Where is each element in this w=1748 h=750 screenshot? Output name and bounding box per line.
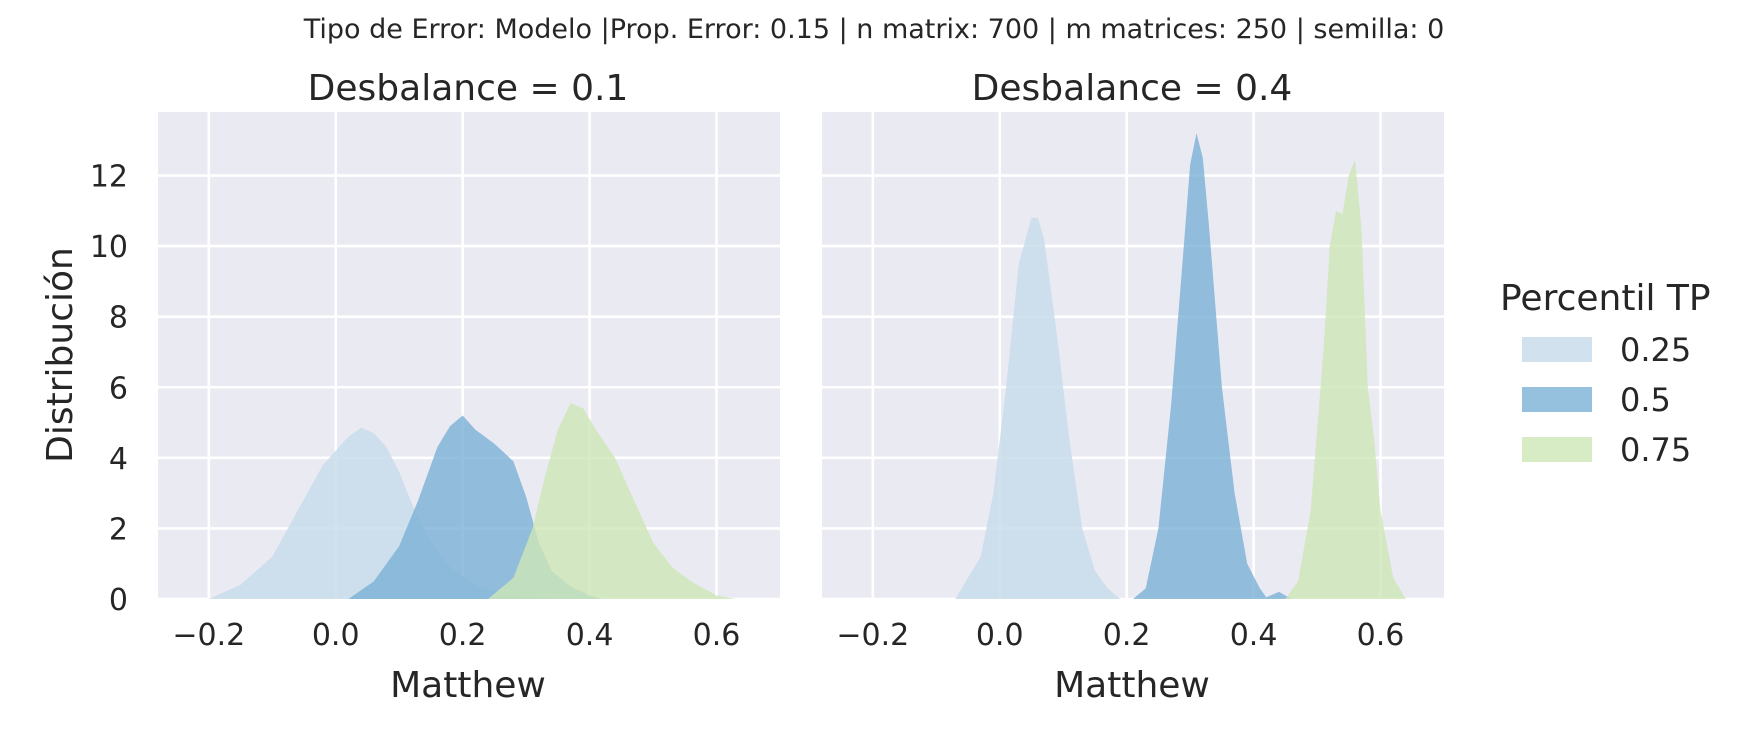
- y-tick-label: 0: [109, 583, 128, 618]
- legend: Percentil TP 0.25 0.5 0.75: [1500, 278, 1711, 469]
- x-tick-label: 0.6: [693, 618, 741, 653]
- panel-1-y-tick-labels: 0 2 4 6 8 10 12: [90, 160, 128, 618]
- density-area-0.75: [1285, 159, 1406, 599]
- density-area-0.5: [1133, 133, 1292, 599]
- panel-2: Desbalance = 0.4 −0.2 0.0 0.2 0.4 0.6 Matthe…: [822, 68, 1444, 706]
- y-tick-label: 4: [109, 442, 128, 477]
- panel-2-x-axis-label: Matthew: [1054, 665, 1210, 706]
- density-area-0.75: [488, 403, 736, 599]
- legend-label-0.5: 0.5: [1620, 381, 1671, 419]
- x-tick-label: 0.4: [566, 618, 614, 653]
- legend-label-0.75: 0.75: [1620, 431, 1691, 469]
- x-tick-label: 0.2: [439, 618, 487, 653]
- y-tick-label: 10: [90, 230, 128, 265]
- legend-label-0.25: 0.25: [1620, 331, 1691, 369]
- density-area-0.25: [208, 427, 552, 599]
- y-tick-label: 6: [109, 371, 128, 406]
- x-tick-label: 0.0: [312, 618, 360, 653]
- y-tick-label: 12: [90, 160, 128, 195]
- panel-1: Desbalance = 0.1 −0.2 0.0 0.2 0.4 0.6 0 2 4 6 8 1…: [40, 68, 780, 706]
- x-tick-label: 0.2: [1103, 618, 1151, 653]
- panel-1-title: Desbalance = 0.1: [308, 68, 629, 109]
- x-tick-label: −0.2: [836, 618, 909, 653]
- figure-suptitle: Tipo de Error: Modelo |Prop. Error: 0.15…: [303, 14, 1445, 45]
- x-tick-label: 0.0: [976, 618, 1024, 653]
- y-tick-label: 2: [109, 512, 128, 547]
- panel-1-x-tick-labels: −0.2 0.0 0.2 0.4 0.6: [172, 618, 740, 653]
- panel-2-title: Desbalance = 0.4: [972, 68, 1293, 109]
- density-area-0.25: [955, 217, 1121, 599]
- x-tick-label: 0.4: [1230, 618, 1278, 653]
- x-tick-label: −0.2: [172, 618, 245, 653]
- legend-swatch-0.5: [1522, 387, 1592, 412]
- y-axis-label: Distribución: [40, 247, 81, 463]
- panel-2-x-tick-labels: −0.2 0.0 0.2 0.4 0.6: [836, 618, 1404, 653]
- y-tick-label: 8: [109, 301, 128, 336]
- panel-1-density-areas: [208, 403, 736, 599]
- legend-swatch-0.25: [1522, 337, 1592, 362]
- panel-2-density-areas: [955, 133, 1406, 599]
- panel-1-x-axis-label: Matthew: [390, 665, 546, 706]
- legend-swatch-0.75: [1522, 437, 1592, 462]
- x-tick-label: 0.6: [1357, 618, 1405, 653]
- legend-title: Percentil TP: [1500, 278, 1711, 319]
